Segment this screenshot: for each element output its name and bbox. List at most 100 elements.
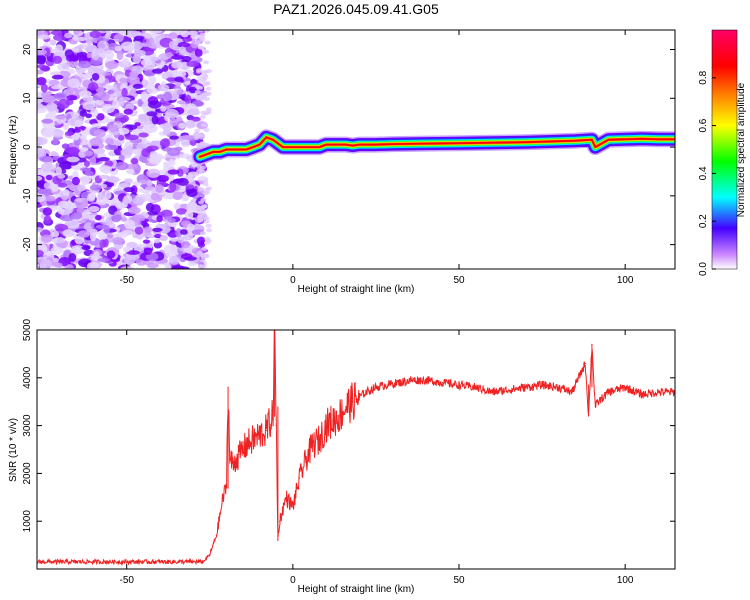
noise-blob: [113, 112, 125, 118]
noise-edge-blob: [196, 68, 203, 73]
noise-blob: [120, 266, 135, 269]
noise-blob: [168, 32, 178, 39]
snr-point: [541, 384, 543, 386]
noise-edge-blob: [205, 86, 212, 91]
snr-ytick-label: 3000: [22, 414, 33, 437]
noise-blob: [37, 77, 47, 86]
noise-blob: [180, 30, 189, 38]
noise-blob: [106, 176, 120, 183]
spectrogram-xtick-label: 100: [617, 275, 634, 286]
noise-blob: [89, 30, 102, 39]
colorbar-gradient: [711, 29, 738, 270]
snr-point: [508, 389, 510, 391]
noise-edge-blob: [203, 253, 210, 258]
noise-edge-blob: [198, 214, 204, 218]
spectrogram-ytick-label: -10: [22, 188, 33, 203]
noise-blob: [74, 120, 83, 128]
noise-blob: [132, 197, 145, 205]
noise-blob: [79, 167, 92, 172]
noise-blob: [120, 148, 129, 156]
noise-blob: [43, 182, 51, 189]
noise-blob: [93, 129, 106, 138]
noise-blob: [90, 232, 97, 242]
noise-blob: [171, 61, 184, 69]
noise-blob: [73, 30, 80, 36]
snr-point: [524, 386, 527, 388]
snr-point: [657, 391, 660, 393]
noise-blob: [134, 122, 141, 127]
noise-blob: [187, 173, 195, 183]
noise-blob: [45, 188, 53, 196]
noise-edge-blob: [202, 191, 209, 195]
noise-blob: [117, 134, 125, 141]
noise-blob: [173, 202, 181, 210]
noise-edge-blob: [199, 141, 206, 146]
noise-blob: [180, 135, 194, 140]
snr-point: [607, 391, 610, 393]
snr-xtick-label: 0: [290, 575, 296, 586]
noise-blob: [101, 96, 109, 102]
noise-blob: [65, 264, 74, 269]
noise-edge-blob: [196, 250, 203, 255]
noise-blob: [115, 239, 126, 245]
snr-point: [594, 405, 596, 408]
noise-blob: [104, 61, 119, 69]
noise-blob: [168, 255, 180, 265]
snr-ylabel: SNR (10 * v/v): [8, 418, 19, 482]
noise-blob: [145, 202, 155, 212]
noise-blob: [132, 181, 141, 187]
noise-blob: [186, 202, 199, 213]
snr-frame: [36, 329, 676, 570]
noise-edge-blob: [197, 133, 204, 138]
spectrogram-xlabel: Height of straight line (km): [298, 284, 415, 295]
noise-blob: [146, 111, 158, 117]
noise-blob: [66, 95, 78, 101]
noise-blob: [157, 84, 170, 92]
noise-blob: [184, 210, 194, 220]
noise-blob: [50, 30, 63, 36]
noise-blob: [171, 265, 185, 269]
colorbar-tick-label: 0.8: [698, 70, 709, 84]
noise-blob: [57, 182, 68, 188]
noise-blob: [150, 192, 160, 201]
noise-blob: [107, 89, 114, 95]
snr-point: [202, 561, 204, 563]
noise-blob: [130, 157, 139, 165]
noise-blob: [146, 211, 159, 216]
noise-blob: [39, 155, 53, 163]
colorbar: 0.0 0.2 0.4 0.6 0.8 Normalized spectral ampl…: [698, 29, 747, 276]
noise-blob: [130, 41, 143, 51]
noise-blob: [37, 193, 46, 203]
noise-blob: [129, 88, 139, 98]
noise-edge-blob: [199, 96, 206, 101]
snr-ytick-label: 1000: [22, 510, 33, 533]
snr-point: [285, 496, 287, 498]
noise-speckle: [37, 30, 209, 269]
noise-blob: [82, 101, 96, 111]
noise-blob: [97, 258, 109, 263]
noise-edge-blob: [205, 110, 212, 115]
noise-blob: [124, 178, 133, 184]
snr-xtick-label: -50: [119, 575, 134, 586]
noise-blob: [99, 165, 112, 173]
noise-blob: [98, 157, 110, 162]
colorbar-ticks: 0.0 0.2 0.4 0.6 0.8: [698, 70, 716, 276]
noise-blob: [84, 170, 94, 177]
noise-blob: [149, 30, 158, 36]
noise-blob: [42, 95, 56, 104]
noise-blob: [123, 187, 135, 193]
noise-blob: [177, 236, 185, 244]
noise-blob: [105, 217, 113, 226]
noise-blob: [77, 184, 86, 192]
noise-blob: [192, 131, 201, 141]
noise-blob: [196, 236, 206, 246]
noise-blob: [129, 71, 139, 78]
noise-blob: [68, 146, 80, 157]
noise-blob: [61, 143, 70, 149]
noise-edge-blob: [202, 69, 209, 74]
noise-edge-blob: [202, 178, 209, 183]
noise-blob: [104, 49, 115, 60]
snr-xtick-label: 50: [453, 575, 465, 586]
noise-blob: [169, 135, 179, 140]
noise-blob: [81, 245, 91, 250]
